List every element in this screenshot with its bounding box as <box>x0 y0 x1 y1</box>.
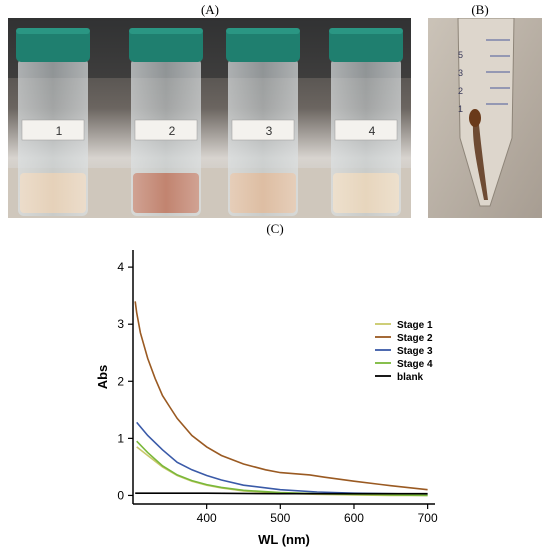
tube-photo-drawing: 5 3 2 1 <box>428 18 542 218</box>
panel-c-label: (C) <box>266 221 284 236</box>
y-tick-label: 0 <box>117 488 124 502</box>
vials-photo: 1 2 3 4 <box>8 18 411 218</box>
vial-3: 3 <box>226 28 300 216</box>
y-tick-label: 4 <box>117 260 124 274</box>
x-tick-label: 600 <box>344 511 364 525</box>
tube-photo: 5 3 2 1 <box>428 18 542 218</box>
x-axis-label: WL (nm) <box>258 532 310 547</box>
vial-cap-top <box>226 28 300 34</box>
vial-cap <box>16 28 90 62</box>
absorbance-chart: 0 1 2 3 4 400 500 600 700 WL (nm) Abs Stage 1 Stage… <box>95 240 545 552</box>
vial-label-text: 4 <box>369 124 376 138</box>
vial-2: 2 <box>129 28 203 216</box>
legend-label: Stage 2 <box>397 333 433 344</box>
vial-cap-top <box>16 28 90 34</box>
vial-label <box>134 119 198 141</box>
legend-label: Stage 4 <box>397 359 433 370</box>
series-line-stage-4 <box>136 440 428 497</box>
y-tick-label: 1 <box>117 431 124 445</box>
series-line-stage-2 <box>134 301 428 491</box>
vial-label-text: 2 <box>169 124 176 138</box>
vial-1: 1 <box>16 28 90 216</box>
legend-label: Stage 1 <box>397 320 433 331</box>
legend-label: Stage 3 <box>397 346 433 357</box>
tube-residue-blob <box>469 109 481 127</box>
vial-label <box>334 119 398 141</box>
x-tick-label: 400 <box>197 511 217 525</box>
tube-mark-label: 2 <box>458 86 463 96</box>
vial-cap-top <box>329 28 403 34</box>
y-tick-label: 2 <box>117 374 124 388</box>
tube-mark-label: 1 <box>458 104 463 114</box>
tube-mark-label: 3 <box>458 68 463 78</box>
vial-cap <box>129 28 203 62</box>
vial-4: 4 <box>329 28 403 216</box>
y-axis-label: Abs <box>95 365 110 390</box>
y-tick-label: 3 <box>117 317 124 331</box>
tube-residue <box>472 113 488 200</box>
x-tick-label: 500 <box>270 511 290 525</box>
vial-label <box>231 119 295 141</box>
series-line-stage-3 <box>136 421 428 496</box>
vial-cap <box>226 28 300 62</box>
legend-label: blank <box>397 372 424 383</box>
vials-photo-drawing: 1 2 3 4 <box>8 18 411 218</box>
tube-graduation-marks <box>486 39 510 105</box>
vial-label-text: 1 <box>56 124 63 138</box>
tube-mark-label: 5 <box>458 50 463 60</box>
panel-a-label: (A) <box>200 2 220 17</box>
vial-label <box>21 119 85 141</box>
series-line-stage-1 <box>136 446 428 497</box>
series-line-blank <box>135 492 428 495</box>
x-tick-label: 700 <box>418 511 438 525</box>
panel-b-label: (B) <box>471 2 489 17</box>
vial-cap <box>329 28 403 62</box>
vial-cap-top <box>129 28 203 34</box>
absorbance-chart-svg: 0 1 2 3 4 400 500 600 700 WL (nm) Abs Stage 1 Stage… <box>95 250 438 547</box>
vial-label-text: 3 <box>266 124 273 138</box>
